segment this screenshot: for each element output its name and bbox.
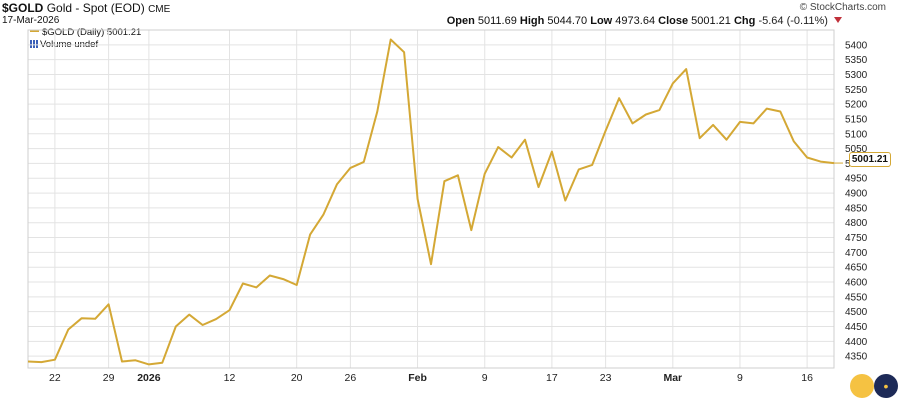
down-triangle-icon bbox=[834, 17, 842, 23]
plot-frame bbox=[27, 29, 835, 369]
y-tick-label: 4400 bbox=[845, 337, 868, 348]
help-bubble-button[interactable] bbox=[850, 374, 874, 398]
y-tick-label: 5100 bbox=[845, 129, 868, 140]
y-tick-label: 4600 bbox=[845, 278, 868, 289]
x-tick-label: Mar bbox=[663, 372, 682, 384]
y-tick-label: 4700 bbox=[845, 248, 868, 259]
chg-value: -5.64 (-0.11%) bbox=[758, 15, 828, 27]
x-tick-label: 22 bbox=[49, 372, 61, 384]
y-tick-label: 4550 bbox=[845, 292, 868, 303]
x-axis: 22 29 2026 12 20 26 Feb 9 17 23 Mar 9 16 bbox=[49, 372, 813, 384]
y-tick-label: 4500 bbox=[845, 307, 868, 318]
y-tick-label: 5350 bbox=[845, 55, 868, 66]
y-tick-label: 5250 bbox=[845, 85, 868, 96]
gold-price-line bbox=[27, 38, 835, 366]
y-tick-label: 4800 bbox=[845, 218, 868, 229]
x-tick-label: 29 bbox=[103, 372, 115, 384]
x-tick-label: 9 bbox=[482, 372, 488, 384]
high-label: High bbox=[519, 15, 545, 27]
x-tick-label: 23 bbox=[600, 372, 612, 384]
brand-watermark: © StockCharts.com bbox=[799, 2, 886, 13]
exchange-name: CME bbox=[148, 4, 171, 15]
close-label: Close bbox=[658, 15, 689, 27]
y-tick-label: 4750 bbox=[845, 233, 868, 244]
y-tick-label: 4650 bbox=[845, 263, 868, 274]
x-tick-label: 17 bbox=[546, 372, 558, 384]
x-tick-label: 9 bbox=[737, 372, 743, 384]
chg-label: Chg bbox=[733, 15, 756, 27]
open-label: Open bbox=[446, 15, 475, 27]
y-tick-label: 5400 bbox=[845, 40, 868, 51]
y-tick-label: 5200 bbox=[845, 100, 868, 111]
y-tick-label: 5300 bbox=[845, 70, 868, 81]
y-tick-label: 4850 bbox=[845, 203, 868, 214]
y-tick-label: 5150 bbox=[845, 114, 868, 125]
x-tick-label: 20 bbox=[291, 372, 303, 384]
y-tick-label: 4950 bbox=[845, 174, 868, 185]
volume-bars-icon bbox=[30, 40, 38, 48]
y-axis: 4350 4400 4450 4500 4550 4600 4650 4700 4750 4800… bbox=[845, 40, 868, 362]
instrument-name: Gold - Spot (EOD) bbox=[46, 1, 145, 15]
open-value: 5011.69 bbox=[477, 15, 517, 27]
legend-series-label: $GOLD (Daily) 5001.21 bbox=[42, 27, 142, 38]
chat-bubble-button[interactable]: • bbox=[874, 374, 898, 398]
low-value: 4973.64 bbox=[615, 15, 656, 27]
symbol-text: $GOLD bbox=[2, 1, 44, 15]
y-tick-label: 4350 bbox=[845, 352, 868, 363]
y-tick-label: 4450 bbox=[845, 322, 868, 333]
high-value: 5044.70 bbox=[547, 15, 588, 27]
y-tick-label: 4900 bbox=[845, 189, 868, 200]
y-tick-label: 5050 bbox=[845, 144, 868, 155]
close-value: 5001.21 bbox=[691, 15, 731, 27]
chart-header-symbol: $GOLD Gold - Spot (EOD) CME bbox=[2, 1, 170, 15]
last-value-label: 5001.21 bbox=[848, 152, 891, 167]
x-tick-label: 26 bbox=[345, 372, 357, 384]
x-tick-label: 16 bbox=[801, 372, 813, 384]
x-tick-label: Feb bbox=[408, 372, 427, 384]
legend-series: $GOLD (Daily) 5001.21 bbox=[30, 27, 141, 39]
line-swatch-icon bbox=[30, 30, 39, 32]
chart-date: 17-Mar-2026 bbox=[2, 15, 60, 26]
x-tick-label: 2026 bbox=[137, 372, 161, 384]
ohlc-readout: Open 5011.69 High 5044.70 Low 4973.64 Cl… bbox=[447, 15, 842, 27]
x-tick-label: 12 bbox=[224, 372, 236, 384]
low-label: Low bbox=[590, 15, 613, 27]
gridlines bbox=[28, 30, 834, 368]
